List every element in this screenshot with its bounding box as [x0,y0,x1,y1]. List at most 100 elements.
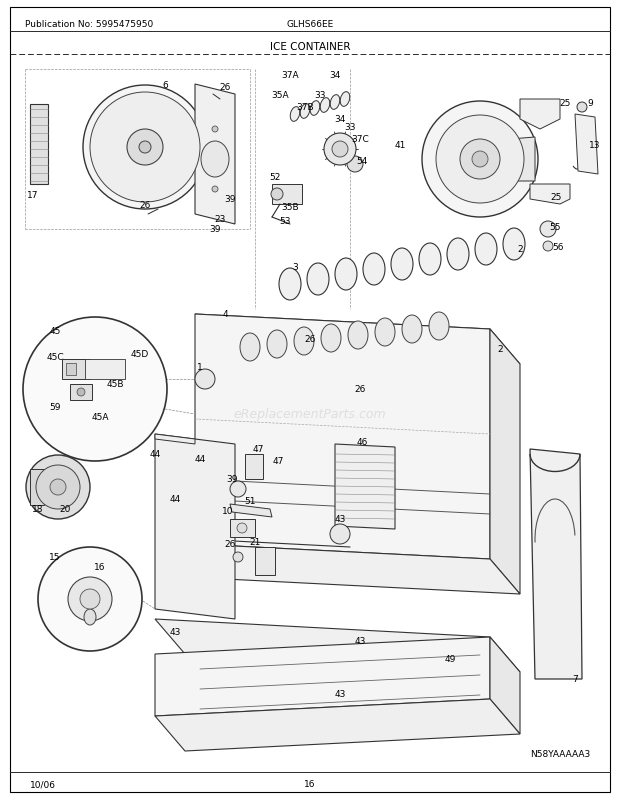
Polygon shape [155,619,520,672]
Circle shape [332,142,348,158]
Circle shape [36,465,80,509]
Text: 41: 41 [394,140,405,149]
Ellipse shape [307,264,329,296]
Ellipse shape [300,104,310,119]
Text: 43: 43 [354,637,366,646]
Text: 45C: 45C [46,353,64,362]
Bar [255,547,275,575]
Polygon shape [530,184,570,205]
Ellipse shape [340,92,350,107]
Ellipse shape [419,244,441,276]
Text: 26: 26 [304,335,316,344]
Text: 6: 6 [162,80,168,89]
Text: 25: 25 [551,193,562,202]
Text: 10/06: 10/06 [30,780,56,788]
Circle shape [23,318,167,461]
Bar [230,520,255,537]
Circle shape [230,481,246,497]
Polygon shape [155,699,520,751]
Ellipse shape [475,233,497,265]
Circle shape [83,86,207,210]
Text: 35B: 35B [281,203,299,213]
Circle shape [233,553,243,562]
Polygon shape [155,435,235,619]
Circle shape [195,370,215,390]
Text: 37A: 37A [281,71,299,79]
Text: 15: 15 [49,553,61,561]
Text: 45A: 45A [91,413,108,422]
Text: 37C: 37C [351,136,369,144]
Text: 26: 26 [219,83,231,92]
Text: 39: 39 [226,475,237,484]
Ellipse shape [330,95,340,110]
Text: 53: 53 [279,217,291,226]
Text: 10: 10 [222,507,234,516]
Circle shape [212,187,218,192]
Text: 46: 46 [356,438,368,447]
Text: 47: 47 [252,445,264,454]
Text: 37B: 37B [296,103,314,112]
Ellipse shape [335,259,357,290]
Ellipse shape [201,142,229,178]
Circle shape [212,127,218,133]
Bar [66,363,76,375]
Text: 33: 33 [344,124,356,132]
Text: 9: 9 [587,99,593,107]
Text: 44: 44 [149,450,161,459]
Ellipse shape [271,188,283,200]
Bar [272,184,302,205]
Text: 13: 13 [589,140,601,149]
Text: 25: 25 [559,99,570,107]
Polygon shape [490,330,520,594]
Polygon shape [195,314,490,559]
Polygon shape [335,444,395,529]
Text: 45D: 45D [131,350,149,359]
Text: 52: 52 [269,173,281,182]
Bar [245,455,263,480]
Circle shape [436,115,524,204]
Text: 51: 51 [244,497,255,506]
Text: 45B: 45B [106,380,124,389]
Text: 4: 4 [222,310,228,319]
Circle shape [127,130,163,166]
Ellipse shape [348,322,368,350]
Bar [85,359,125,379]
Circle shape [472,152,488,168]
Polygon shape [195,545,520,594]
Text: 54: 54 [356,157,368,166]
Text: 17: 17 [27,190,39,199]
Ellipse shape [290,107,299,122]
Text: 39: 39 [224,195,236,205]
Polygon shape [575,115,598,175]
Text: 43: 43 [334,515,346,524]
Text: 35A: 35A [271,91,289,100]
Ellipse shape [279,269,301,301]
Circle shape [50,480,66,496]
Text: 34: 34 [334,115,346,124]
Text: 44: 44 [169,495,180,504]
Text: 21: 21 [249,538,260,547]
Ellipse shape [294,327,314,355]
Polygon shape [155,435,195,444]
Bar [30,469,44,505]
Bar [62,359,90,379]
Polygon shape [530,449,582,679]
Text: 33: 33 [314,91,326,100]
Ellipse shape [363,253,385,286]
Circle shape [324,134,356,166]
Text: 43: 43 [334,690,346,699]
Circle shape [77,388,85,396]
Circle shape [330,525,350,545]
Text: 20: 20 [60,505,71,514]
Polygon shape [230,504,272,517]
Text: 39: 39 [209,225,221,234]
Ellipse shape [375,318,395,346]
Text: 34: 34 [329,71,340,79]
Text: 2: 2 [517,245,523,254]
Polygon shape [30,105,48,184]
Text: 59: 59 [49,403,61,412]
Circle shape [90,93,200,203]
Circle shape [422,102,538,217]
Text: 23: 23 [215,215,226,225]
Ellipse shape [503,229,525,261]
